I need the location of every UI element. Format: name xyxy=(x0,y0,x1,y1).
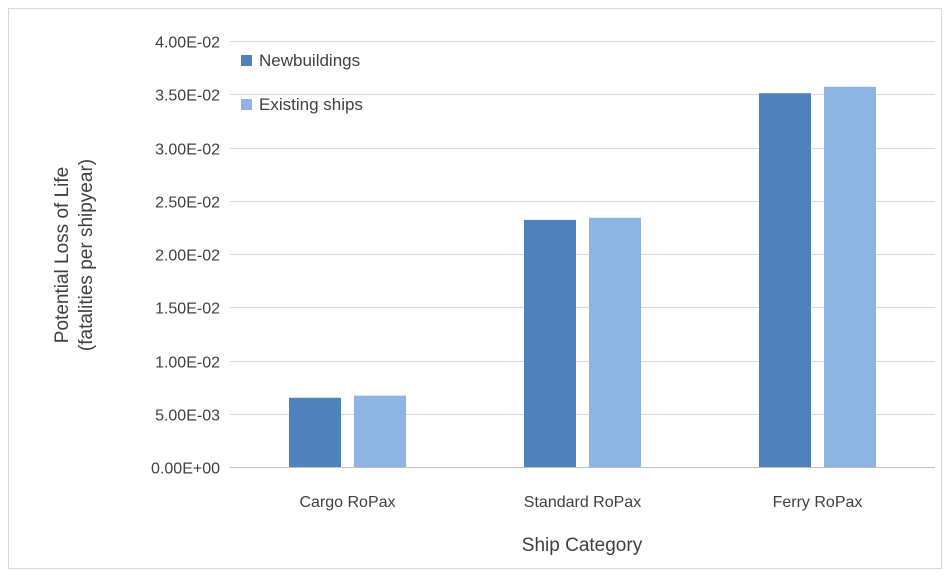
y-tick-label: 5.00E-03 xyxy=(155,408,220,425)
gridlines xyxy=(230,41,935,468)
bar-existing-ships-ferry-ropax xyxy=(824,86,876,468)
y-tick-label: 1.00E-02 xyxy=(155,355,220,372)
legend-swatch-newbuildings xyxy=(241,55,252,66)
y-tick-label: 4.00E-02 xyxy=(155,35,220,52)
bar-newbuildings-ferry-ropax xyxy=(759,93,811,467)
y-tick-label: 3.00E-02 xyxy=(155,142,220,159)
x-axis-ticks: Cargo RoPax Standard RoPax Ferry RoPax xyxy=(299,494,862,511)
bar-existing-ships-cargo-ropax xyxy=(354,395,406,467)
legend-swatch-existing-ships xyxy=(241,99,252,110)
x-axis-title: Ship Category xyxy=(522,535,643,556)
bar-existing-ships-standard-ropax xyxy=(589,217,641,467)
bar-newbuildings-cargo-ropax xyxy=(289,397,341,467)
y-axis-ticks: 0.00E+00 5.00E-03 1.00E-02 1.50E-02 2.00E-02… xyxy=(151,35,220,478)
y-tick-label: 0.00E+00 xyxy=(151,461,220,478)
x-tick-label: Standard RoPax xyxy=(524,494,641,511)
y-tick-label: 3.50E-02 xyxy=(155,88,220,105)
y-tick-label: 2.00E-02 xyxy=(155,248,220,265)
y-axis-title-line2: (fatalities per shipyear) xyxy=(76,159,97,351)
legend-label-newbuildings: Newbuildings xyxy=(259,51,360,70)
x-tick-label: Ferry RoPax xyxy=(773,494,863,511)
y-tick-label: 1.50E-02 xyxy=(155,301,220,318)
x-tick-label: Cargo RoPax xyxy=(299,494,395,511)
legend-label-existing-ships: Existing ships xyxy=(259,95,363,114)
bars xyxy=(289,86,876,468)
legend: Newbuildings Existing ships xyxy=(241,51,363,114)
y-axis-title-line1: Potential Loss of Life xyxy=(52,167,73,343)
y-tick-label: 2.50E-02 xyxy=(155,195,220,212)
bar-newbuildings-standard-ropax xyxy=(524,219,576,467)
